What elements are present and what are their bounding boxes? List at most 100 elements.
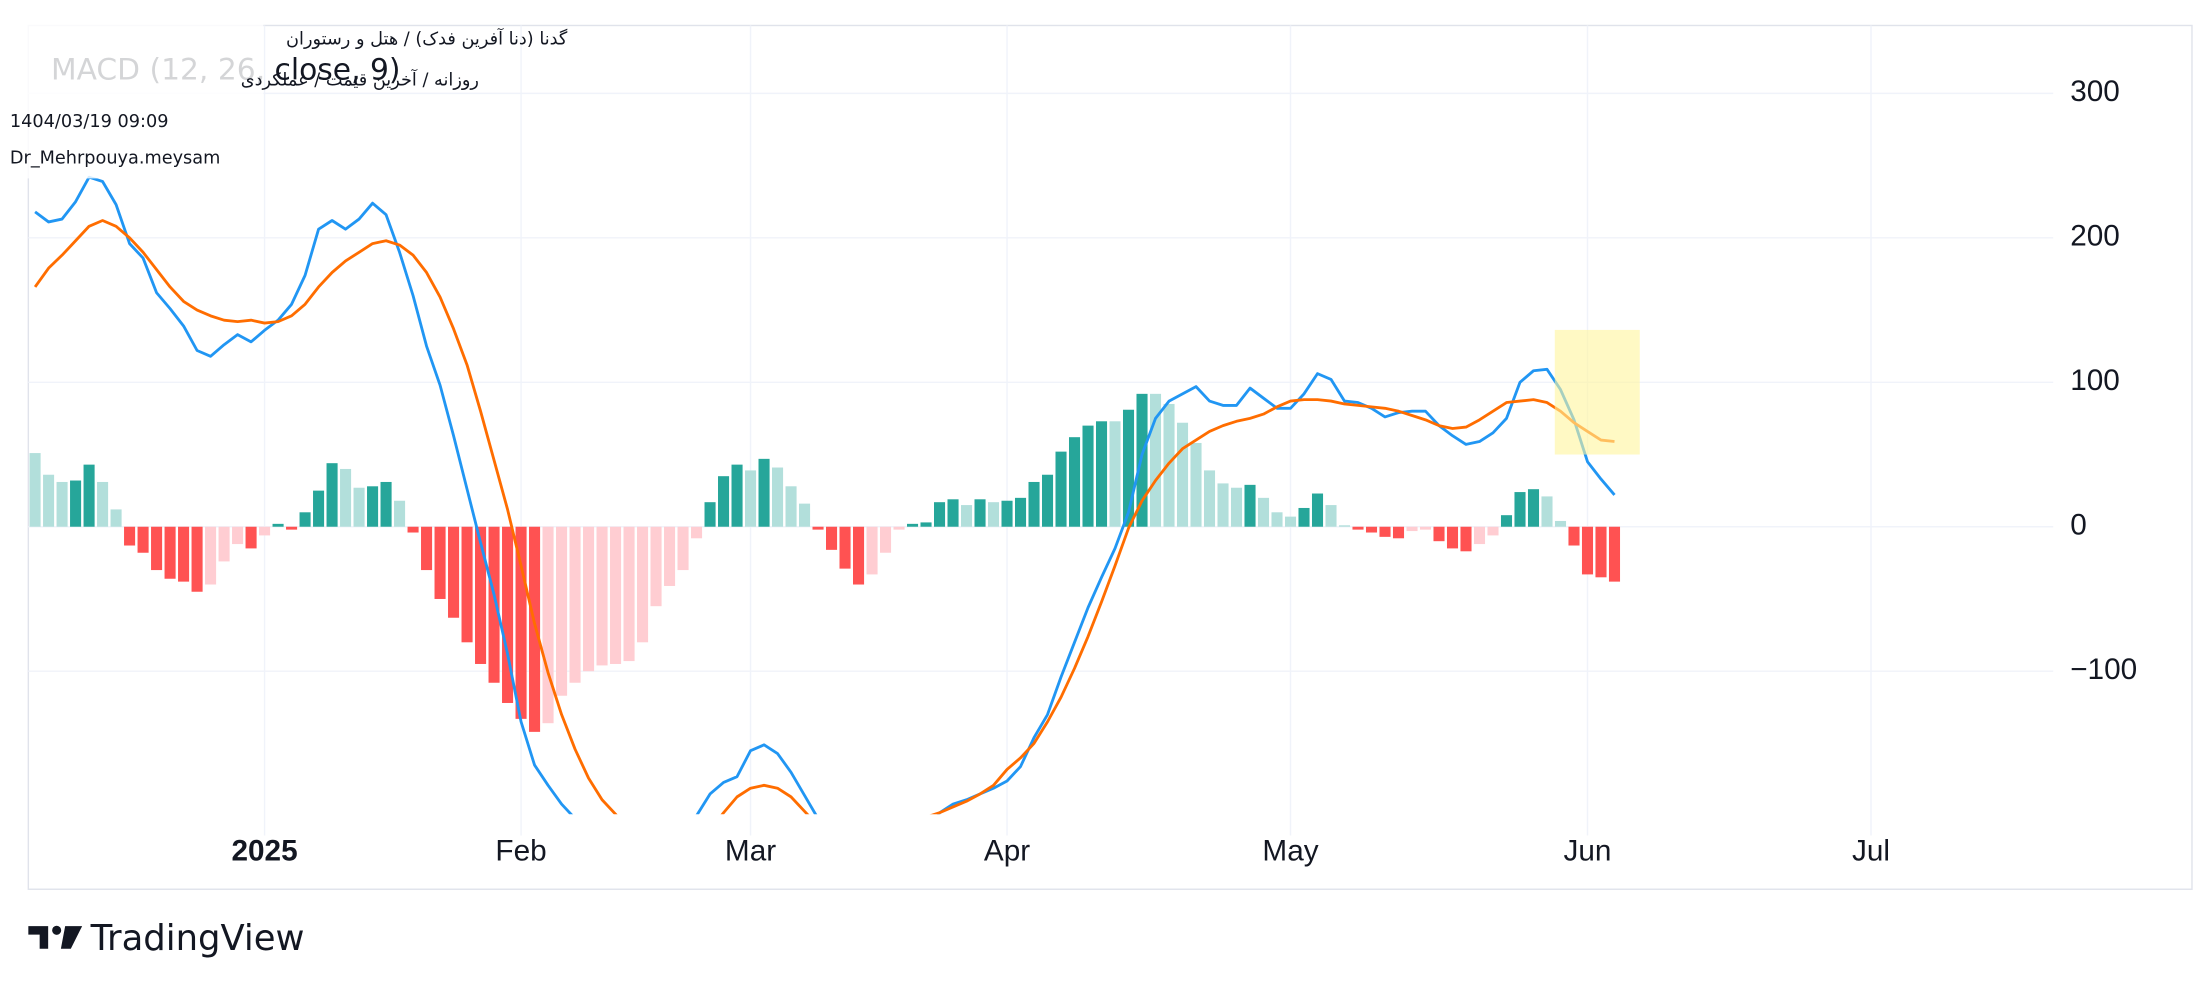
histogram-bar xyxy=(1257,497,1270,527)
y-tick-label: 100 xyxy=(2070,364,2120,397)
histogram-bar xyxy=(704,502,716,527)
histogram-bar xyxy=(1500,515,1513,527)
line xyxy=(34,175,1616,815)
histogram-bar xyxy=(1446,526,1459,549)
histogram-bar xyxy=(745,470,757,527)
histogram-bar xyxy=(502,526,514,703)
histogram-bar xyxy=(191,526,203,592)
y-tick-label: 200 xyxy=(2070,220,2120,253)
y-tick-label: −100 xyxy=(2070,653,2137,686)
histogram-bar xyxy=(947,499,959,527)
histogram-bar xyxy=(691,526,703,539)
histogram-bar xyxy=(1230,487,1243,527)
histogram-bar xyxy=(461,526,473,643)
histogram-bar xyxy=(583,526,595,672)
histogram-bar xyxy=(529,526,541,732)
histogram-bar xyxy=(421,526,433,571)
histogram-bar xyxy=(1365,526,1378,533)
symbol: گدنا (دنا آفرین فدک) / هتل و رستوران xyxy=(286,28,568,50)
histogram-bar xyxy=(1325,505,1337,527)
histogram-bar xyxy=(1487,526,1499,536)
histogram-bar xyxy=(1109,421,1121,527)
line xyxy=(33,219,1615,815)
histogram-bar xyxy=(313,490,325,527)
histogram-bar xyxy=(1541,496,1553,527)
histogram-bar xyxy=(1392,526,1405,539)
author: Dr_Mehrpouya.meysam xyxy=(10,149,220,169)
histogram-bar xyxy=(232,526,244,545)
histogram-bar xyxy=(475,526,487,664)
histogram-bar xyxy=(1095,421,1108,527)
histogram-bar xyxy=(758,458,770,527)
histogram-bar xyxy=(29,453,41,527)
settings: روزانه / آخرین قیمت / عملکردی xyxy=(241,69,479,91)
histogram-bar xyxy=(164,526,176,579)
histogram-bar xyxy=(1379,526,1391,537)
histogram-bar xyxy=(97,481,109,527)
histogram-bar xyxy=(637,526,649,643)
histogram-bar xyxy=(1473,526,1486,545)
histogram-bar xyxy=(1352,526,1364,530)
histogram-bar xyxy=(974,499,986,527)
histogram-bar xyxy=(151,526,163,571)
histogram-bar xyxy=(299,512,311,527)
histogram-bar xyxy=(731,464,743,527)
histogram-bar xyxy=(1581,526,1594,575)
histogram-bar xyxy=(1419,526,1432,530)
histogram-bar xyxy=(1122,409,1135,527)
histogram-bar xyxy=(1311,493,1324,527)
histogram-bar xyxy=(1298,507,1310,527)
histogram-bar xyxy=(1203,470,1216,527)
histogram-bar xyxy=(1001,500,1013,527)
histogram-bar xyxy=(407,526,419,533)
histogram-bar xyxy=(1460,526,1472,552)
histogram-bar xyxy=(1190,442,1202,527)
histogram-bar xyxy=(839,526,851,569)
histogram-bar xyxy=(1271,512,1283,527)
histogram-bar xyxy=(380,481,392,527)
histogram-bar xyxy=(677,526,689,571)
x-tick-label: May xyxy=(1262,834,1318,867)
plot xyxy=(29,175,1621,815)
histogram-bar xyxy=(785,486,797,527)
histogram-bar xyxy=(826,526,838,550)
histogram-bar xyxy=(596,526,608,666)
histogram-bar xyxy=(880,526,892,553)
histogram-bar xyxy=(1338,525,1351,527)
histogram-bar xyxy=(1028,481,1040,527)
histogram-bar xyxy=(812,526,824,530)
histogram-bar xyxy=(245,526,257,549)
y-tick-label: 0 xyxy=(2070,509,2087,542)
histogram-bar xyxy=(934,502,946,527)
histogram-bar xyxy=(178,526,190,582)
histogram-bar xyxy=(1433,526,1445,542)
histogram-bar xyxy=(1149,393,1162,527)
histogram-bar xyxy=(920,522,932,527)
brand: TradingView xyxy=(90,918,305,959)
histogram-bar xyxy=(664,526,676,586)
histogram-bar xyxy=(56,481,68,527)
histogram-bar xyxy=(569,526,581,683)
histogram-bar xyxy=(286,526,298,530)
histogram-bar xyxy=(70,480,82,527)
histogram-bar xyxy=(1608,526,1621,582)
x-tick-label: Feb xyxy=(495,834,546,867)
histogram-bar xyxy=(1568,526,1580,546)
brand-logo xyxy=(28,925,83,949)
histogram-bar xyxy=(1595,526,1607,578)
header-backdrop xyxy=(2,19,264,179)
histogram-bar xyxy=(556,526,568,696)
x-tick-label: Jun xyxy=(1564,834,1612,867)
histogram-bar xyxy=(488,526,500,683)
histogram-bar xyxy=(394,500,406,527)
histogram-bar xyxy=(1082,425,1094,527)
histogram-bar xyxy=(866,526,878,575)
histogram-bar xyxy=(1514,492,1526,527)
histogram-bar xyxy=(124,526,136,546)
histogram-bar xyxy=(718,476,730,527)
histogram-bar xyxy=(272,523,284,527)
histogram-bar xyxy=(853,526,865,585)
histogram-bar xyxy=(772,467,784,527)
